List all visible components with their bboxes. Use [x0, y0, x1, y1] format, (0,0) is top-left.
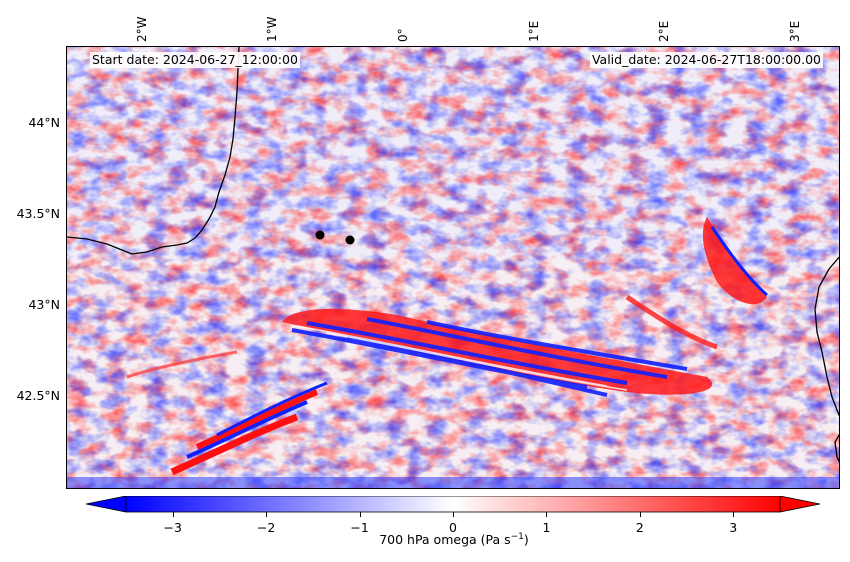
colorbar-tick-label: −3 [163, 520, 182, 535]
coastline [67, 47, 839, 463]
lon-tick-label: 1°W [265, 16, 279, 43]
colorbar-tick-label: 0 [449, 520, 457, 535]
lon-tick-label: 2°E [657, 20, 671, 42]
colorbar-tick-label: −1 [350, 520, 369, 535]
colorbar-tick-mark [733, 512, 735, 517]
colorbar-tick-mark [359, 512, 361, 517]
lon-tick-label: 1°E [527, 20, 541, 42]
lat-tick-label: 42.5°N [16, 388, 60, 403]
colorbar-extend-low [85, 496, 127, 513]
colorbar-tick-mark [453, 512, 454, 517]
colorbar-label: 700 hPa omega (Pa s−1) [379, 532, 529, 548]
colorbar-tick-mark [639, 512, 641, 517]
colorbar-tick-mark [172, 512, 174, 517]
valid-date-label: Valid_date: 2024-06-27T18:00:00.00 [589, 52, 823, 68]
colorbar [85, 496, 821, 513]
pyrenees-wave-band [282, 308, 713, 397]
lon-tick-label: 0° [396, 28, 410, 42]
lon-tick-label: 2°W [135, 16, 149, 43]
omega-field-map [67, 47, 839, 488]
colorbar-tick-label: 1 [542, 520, 551, 535]
colorbar-ticks: −3 −2 −1 0 1 2 3 [0, 520, 850, 538]
lat-tick-label: 43°N [28, 297, 60, 312]
southwest-streaks [67, 350, 839, 488]
location-marker[interactable] [315, 230, 325, 240]
colorbar-tick-mark [546, 512, 548, 517]
start-date-label: Start date: 2024-06-27_12:00:00 [90, 52, 300, 68]
location-marker[interactable] [345, 235, 355, 245]
colorbar-tick-label: 2 [635, 520, 644, 535]
colorbar-tick-label: 3 [729, 520, 738, 535]
map-markers [315, 230, 355, 245]
lat-tick-label: 44°N [28, 115, 60, 130]
lat-tick-label: 43.5°N [16, 206, 60, 221]
colorbar-extend-high [779, 496, 821, 513]
colorbar-tick-mark [266, 512, 268, 517]
colorbar-tick-label: −2 [256, 520, 276, 535]
eastern-red-feature [625, 217, 768, 350]
lon-tick-label: 3°E [788, 20, 802, 42]
map-panel[interactable] [66, 46, 840, 489]
colorbar-gradient [125, 496, 781, 513]
